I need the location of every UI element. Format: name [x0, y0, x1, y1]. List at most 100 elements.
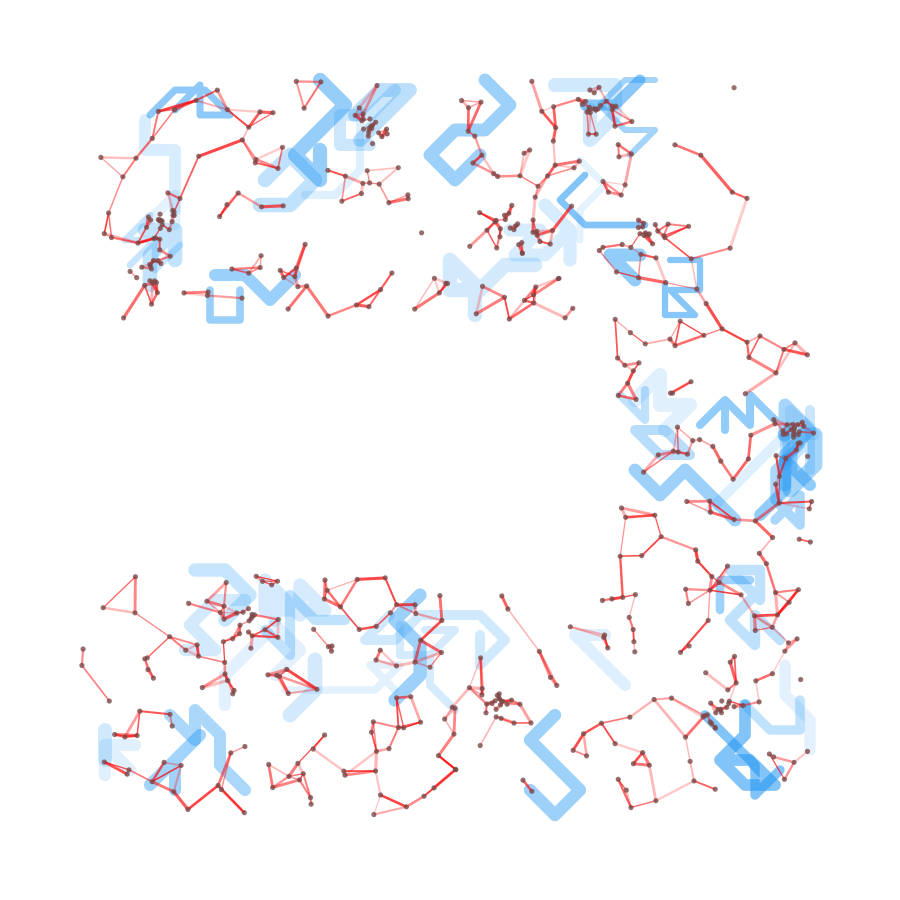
- edge: [312, 747, 345, 773]
- node: [366, 304, 372, 310]
- edge: [621, 506, 656, 517]
- edge: [555, 164, 575, 169]
- grid-path: [740, 695, 805, 735]
- edge: [773, 755, 795, 764]
- node: [690, 438, 696, 444]
- node: [497, 702, 504, 708]
- node: [167, 253, 173, 259]
- grid-path: [423, 73, 517, 187]
- edge: [671, 697, 706, 717]
- node: [157, 236, 163, 242]
- edge: [468, 686, 488, 705]
- node: [497, 234, 503, 240]
- node: [776, 500, 782, 506]
- edge: [231, 266, 261, 271]
- edge: [123, 710, 142, 738]
- edge: [719, 460, 735, 480]
- edge: [765, 563, 777, 593]
- edge: [536, 229, 553, 237]
- edge: [220, 611, 237, 614]
- edge: [201, 679, 229, 689]
- edge: [497, 174, 521, 178]
- node: [142, 282, 148, 288]
- node: [533, 284, 539, 290]
- node: [479, 283, 486, 289]
- node: [677, 649, 684, 655]
- edge: [255, 161, 279, 170]
- edge: [481, 285, 506, 299]
- grid-path: [724, 564, 786, 651]
- edge: [248, 255, 262, 274]
- edge: [602, 180, 622, 196]
- node: [501, 212, 508, 218]
- node: [756, 550, 762, 556]
- node: [534, 232, 540, 238]
- grid-path: [281, 661, 404, 694]
- node: [693, 547, 699, 553]
- node: [753, 678, 759, 684]
- node: [183, 647, 189, 653]
- edge: [226, 108, 250, 128]
- edge: [367, 166, 399, 172]
- edge: [538, 650, 559, 687]
- node: [801, 423, 807, 429]
- node: [444, 280, 451, 287]
- edge: [143, 285, 153, 305]
- edge: [626, 382, 638, 401]
- grid-path: [778, 398, 817, 492]
- edge: [643, 450, 674, 473]
- node: [281, 274, 287, 280]
- grid-path: [714, 699, 781, 791]
- node: [637, 231, 643, 237]
- node: [586, 104, 593, 110]
- node: [377, 792, 384, 798]
- node: [382, 575, 388, 581]
- edge: [614, 120, 633, 128]
- node: [286, 773, 292, 780]
- edge: [530, 80, 544, 112]
- node: [437, 593, 443, 599]
- node: [646, 762, 652, 768]
- node: [719, 698, 725, 704]
- node: [252, 160, 258, 166]
- node: [149, 135, 155, 141]
- node: [599, 597, 606, 604]
- edge: [669, 320, 681, 340]
- edge: [518, 703, 533, 724]
- edge: [220, 752, 232, 790]
- node: [731, 704, 737, 710]
- edge: [755, 626, 773, 632]
- edge: [163, 761, 182, 767]
- node: [393, 663, 400, 669]
- edge: [731, 191, 748, 200]
- edge: [704, 671, 729, 691]
- node: [498, 715, 504, 721]
- node: [412, 659, 418, 665]
- node: [477, 742, 483, 749]
- node: [276, 673, 282, 679]
- node: [246, 270, 252, 276]
- edge: [589, 112, 597, 135]
- edge: [451, 686, 471, 709]
- node: [532, 194, 538, 200]
- node: [258, 204, 265, 210]
- node: [642, 230, 649, 236]
- edge: [103, 212, 110, 234]
- node: [236, 631, 243, 637]
- edge: [395, 697, 400, 728]
- grid-path: [615, 385, 650, 425]
- node: [796, 429, 802, 435]
- node: [149, 779, 155, 785]
- edge: [396, 603, 417, 615]
- edge: [414, 661, 431, 669]
- node: [144, 655, 150, 661]
- edge: [775, 455, 781, 477]
- node: [725, 687, 731, 693]
- node: [421, 793, 427, 799]
- node: [545, 173, 551, 179]
- edge: [409, 696, 422, 723]
- node: [277, 267, 283, 273]
- nodes-layer: [79, 78, 817, 818]
- node: [241, 810, 247, 816]
- node: [773, 370, 779, 376]
